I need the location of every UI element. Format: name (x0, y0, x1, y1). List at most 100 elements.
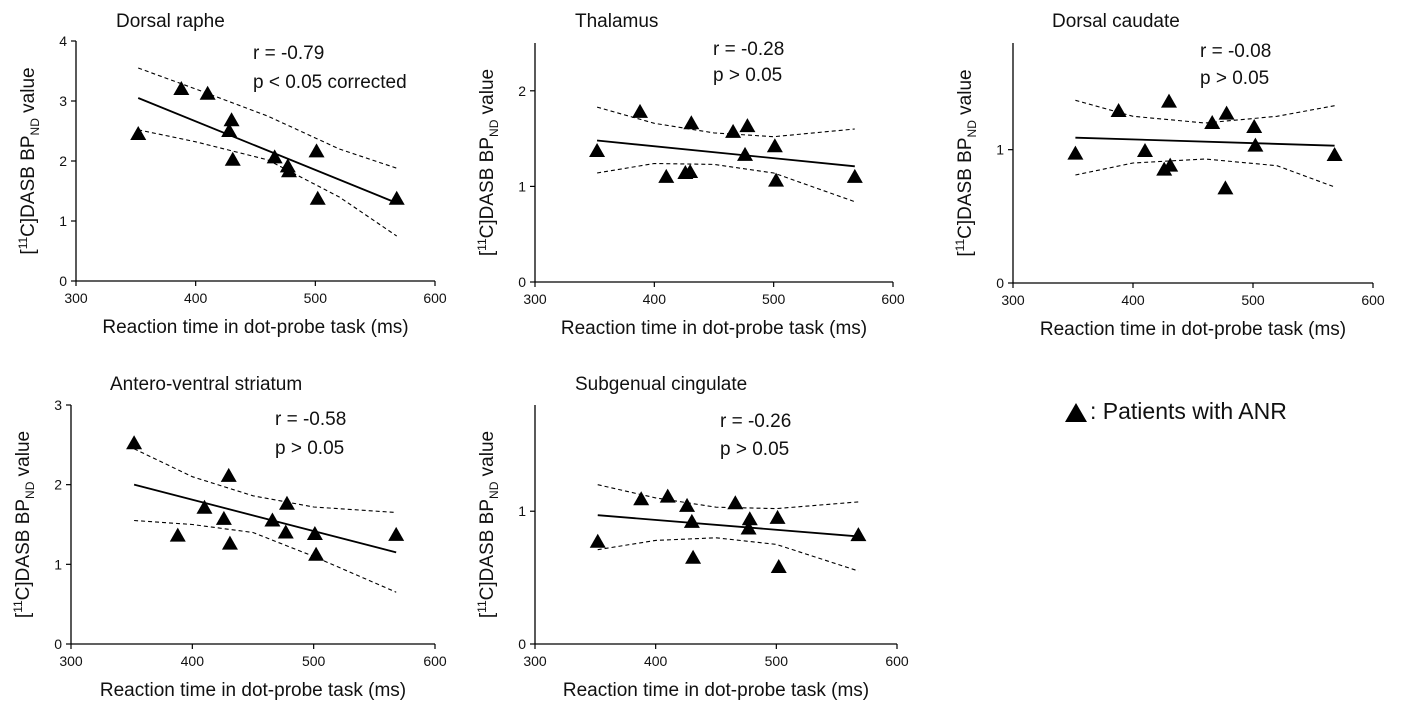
ci-lower-line (1075, 158, 1335, 188)
y-tick-label: 0 (518, 274, 526, 290)
y-axis-label-main: C]DASB BP (955, 137, 976, 238)
y-axis-label-suffix: value (13, 431, 34, 482)
legend-triangle-icon (1065, 402, 1087, 422)
panel-title: Dorsal caudate (1052, 11, 1180, 32)
data-point-triangle (1110, 103, 1127, 117)
x-tick-label: 500 (304, 290, 328, 306)
y-axis-label-prefix: [ (955, 251, 976, 257)
y-axis-label: [11C]DASB BPND value (475, 69, 501, 256)
stat-r: r = -0.79 (253, 43, 324, 64)
regression-line (597, 514, 859, 538)
data-point-triangle (277, 524, 294, 539)
data-point-triangle (770, 558, 787, 573)
y-tick-label: 2 (59, 153, 67, 169)
y-tick-label: 1 (996, 142, 1004, 158)
data-point-triangle (215, 510, 232, 525)
y-axis-label-sub: ND (487, 481, 501, 499)
data-point-triangle (769, 509, 786, 524)
data-point-triangle (130, 126, 147, 140)
ci-lower-line (597, 162, 855, 203)
x-tick-label: 300 (64, 290, 88, 306)
x-axis-label: Reaction time in dot-probe task (ms) (1040, 319, 1346, 340)
y-axis-label-sub: ND (965, 120, 979, 138)
x-tick-label: 300 (523, 653, 547, 669)
y-tick-label: 0 (996, 275, 1004, 291)
y-axis-label-suffix: value (955, 69, 976, 120)
y-axis-label-main: C]DASB BP (13, 499, 34, 600)
y-axis-label-suffix: value (18, 67, 39, 118)
data-point-triangle (1326, 147, 1343, 161)
y-axis-label-main: C]DASB BP (477, 499, 498, 600)
panel-5: Subgenual cingulate 300 400 500 600 0 1 Reactio… (475, 374, 909, 701)
x-tick-label: 600 (881, 291, 905, 307)
data-point-triangle (169, 527, 186, 542)
y-axis-label-sup: 11 (11, 600, 25, 613)
y-tick-label: 1 (518, 503, 526, 519)
data-point-triangle (740, 520, 757, 535)
data-point-triangle (727, 495, 744, 510)
x-tick-label: 600 (423, 653, 447, 669)
y-axis-label-sub: ND (23, 481, 37, 499)
y-axis-label-sup: 11 (953, 239, 967, 252)
data-point-triangle (199, 85, 216, 100)
y-axis-label-sup: 11 (475, 600, 489, 613)
x-tick-label: 500 (765, 653, 789, 669)
y-axis-label-sup: 11 (16, 237, 30, 250)
x-axis-label: Reaction time in dot-probe task (ms) (563, 680, 869, 701)
y-tick-label: 2 (54, 477, 62, 493)
x-tick-label: 300 (59, 653, 83, 669)
y-tick-label: 1 (54, 556, 62, 572)
data-point-triangle (632, 103, 649, 118)
data-point-triangle (768, 172, 785, 187)
y-tick-label: 4 (59, 33, 67, 49)
x-tick-label: 500 (302, 653, 326, 669)
y-tick-label: 0 (54, 636, 62, 652)
y-axis-label: [11C]DASB BPND value (16, 67, 42, 254)
x-tick-label: 400 (1121, 292, 1145, 308)
panel-title: Antero-ventral striatum (110, 374, 302, 395)
y-axis-label-main: C]DASB BP (18, 135, 39, 236)
y-axis-label-prefix: [ (13, 612, 34, 618)
data-point-triangle (306, 526, 323, 541)
data-point-triangle (224, 151, 241, 166)
y-tick-label: 0 (59, 273, 67, 289)
stat-p: p > 0.05 (275, 438, 344, 459)
y-axis-label: [11C]DASB BPND value (475, 431, 501, 618)
ci-upper-line (133, 448, 397, 514)
x-tick-label: 400 (181, 653, 205, 669)
data-point-triangle (589, 143, 606, 158)
data-point-triangle (1161, 93, 1177, 108)
y-axis-label-prefix: [ (18, 249, 39, 255)
x-tick-label: 600 (885, 653, 909, 669)
data-point-triangle (264, 512, 281, 527)
regression-line (137, 97, 398, 204)
data-point-triangle (1067, 145, 1084, 160)
data-point-triangle (309, 190, 326, 205)
y-axis-label-suffix: value (477, 69, 498, 120)
ci-upper-line (597, 484, 859, 510)
data-point-triangle (633, 491, 650, 506)
panel-4: Antero-ventral striatum 300 400 500 600 0 1 2 3 R… (11, 374, 447, 701)
data-point-triangle (846, 168, 863, 183)
y-tick-label: 1 (59, 213, 67, 229)
ci-lower-line (597, 537, 859, 572)
stat-p: p > 0.05 (720, 439, 789, 460)
data-point-triangle (737, 146, 754, 161)
data-point-triangle (1137, 143, 1153, 157)
data-point-triangle (1247, 137, 1264, 152)
panel-title: Dorsal raphe (116, 11, 225, 32)
ci-lower-line (134, 519, 397, 593)
data-point-triangle (659, 488, 676, 503)
y-tick-label: 0 (518, 636, 526, 652)
y-axis-label-sub: ND (487, 119, 501, 137)
data-point-triangle (1204, 115, 1221, 129)
ci-lower-line (138, 129, 398, 237)
data-point-triangle (766, 138, 783, 153)
x-tick-label: 400 (184, 290, 208, 306)
stat-r: r = -0.58 (275, 409, 346, 430)
data-point-triangle (388, 526, 405, 541)
regression-line (133, 483, 397, 554)
data-point-triangle (679, 497, 696, 512)
panel-3: Dorsal caudate 300 400 500 600 0 1 Reaction tim… (953, 11, 1385, 340)
y-axis-label-suffix: value (477, 431, 498, 482)
